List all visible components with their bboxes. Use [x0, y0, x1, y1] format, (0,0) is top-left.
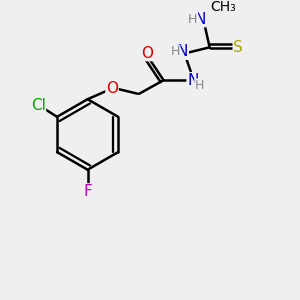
Text: CH₃: CH₃ — [210, 0, 236, 14]
Text: N: N — [177, 44, 188, 59]
Text: S: S — [233, 40, 243, 55]
Text: Cl: Cl — [31, 98, 46, 113]
Text: H: H — [170, 45, 180, 58]
Text: O: O — [141, 46, 153, 61]
Text: F: F — [83, 184, 92, 199]
Text: H: H — [188, 13, 197, 26]
Text: N: N — [194, 12, 206, 27]
Text: N: N — [187, 73, 199, 88]
Text: H: H — [195, 79, 204, 92]
Text: O: O — [106, 81, 118, 96]
